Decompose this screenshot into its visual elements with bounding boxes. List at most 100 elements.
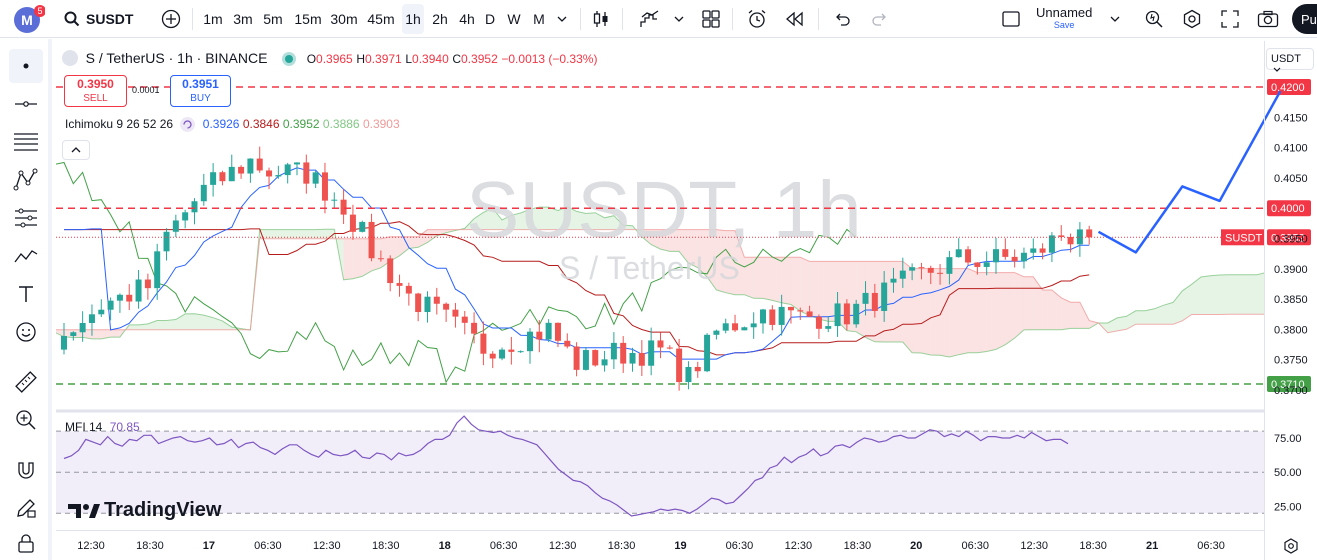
- fullscreen-button[interactable]: [1216, 4, 1244, 34]
- trend-line-tool[interactable]: [9, 87, 43, 121]
- fib-tool[interactable]: [9, 125, 43, 159]
- last-price-tag: 0.3952: [1271, 232, 1305, 244]
- quick-search-button[interactable]: [1140, 4, 1168, 34]
- ichimoku-cloud-segment: [343, 238, 353, 280]
- indicators-dropdown[interactable]: [670, 4, 688, 34]
- timeframe-5m[interactable]: 5m: [263, 11, 283, 27]
- candle-body: [499, 349, 506, 359]
- replay-button[interactable]: [780, 4, 810, 34]
- pattern-tool[interactable]: [9, 163, 43, 197]
- timeframe-W[interactable]: W: [507, 11, 521, 27]
- axis-settings-button[interactable]: [1282, 537, 1300, 555]
- buy-button[interactable]: 0.3951 BUY: [170, 75, 231, 107]
- candle-body: [601, 359, 608, 366]
- timeframe-3m[interactable]: 3m: [233, 11, 253, 27]
- timeframe-30m[interactable]: 30m: [330, 11, 358, 27]
- text-tool[interactable]: [9, 277, 43, 311]
- ichimoku-cloud-segment: [1219, 274, 1229, 315]
- icons-tool[interactable]: [9, 315, 43, 349]
- ichimoku-cloud-segment: [129, 324, 139, 330]
- ichimoku-cloud-segment: [912, 268, 922, 353]
- alert-button[interactable]: [742, 4, 772, 34]
- ichimoku-cloud-segment: [390, 236, 400, 262]
- plus-circle-icon: [161, 9, 181, 29]
- ichimoku-cloud-segment: [1182, 284, 1192, 321]
- symbol-logo: [62, 50, 78, 66]
- mfi-legend[interactable]: MFI 14 70.85: [65, 420, 140, 434]
- currency-select[interactable]: USDT: [1266, 48, 1314, 72]
- indicators-button[interactable]: [636, 4, 664, 34]
- ichimoku-cloud-segment: [157, 320, 167, 330]
- low-label: L: [405, 52, 413, 66]
- timeframe-dropdown[interactable]: [552, 4, 572, 34]
- symbol-search-button[interactable]: SUSDT: [60, 4, 144, 34]
- prediction-tool[interactable]: [9, 201, 43, 235]
- candle-body: [461, 316, 468, 323]
- candle-body: [424, 296, 431, 313]
- candle-body: [1030, 248, 1037, 253]
- parallel-lines-icon: [14, 133, 38, 151]
- candle-body: [769, 309, 776, 325]
- candle-body: [899, 270, 906, 279]
- symbol-legend[interactable]: S / TetherUS · 1h · BINANCE O0.3965 H0.3…: [62, 50, 597, 66]
- time-tick-label: 06:30: [1197, 540, 1225, 552]
- timeframe-1h[interactable]: 1h: [402, 4, 424, 34]
- chart-canvas[interactable]: SUSDT, 1h S / TetherUS 0.4200 0.4000 0.371…: [56, 41, 1317, 560]
- candles-chart-type-button[interactable]: [588, 4, 614, 34]
- redo-button[interactable]: [866, 4, 894, 34]
- snapshot-button[interactable]: [1254, 4, 1282, 34]
- ichimoku-cloud-segment: [1051, 289, 1062, 330]
- layout-save-button[interactable]: Unnamed Save: [1000, 4, 1124, 34]
- settings-button[interactable]: [1178, 4, 1206, 34]
- high-value: 0.3971: [365, 52, 402, 66]
- time-tick-label: 18:30: [844, 540, 872, 552]
- timeframe-4h[interactable]: 4h: [459, 11, 475, 27]
- timeframe-M[interactable]: M: [533, 11, 545, 27]
- zoom-tool[interactable]: [9, 403, 43, 437]
- top-toolbar: M 5 SUSDT 1m 3m 5m 15m 30m 45m 1h 2h 4h D W M: [0, 0, 1317, 38]
- market-status-dot: [285, 55, 294, 63]
- timeframe-2h[interactable]: 2h: [432, 11, 448, 27]
- gear-icon: [1284, 538, 1298, 554]
- candle-body: [955, 249, 962, 258]
- timeframe-45m[interactable]: 45m: [367, 11, 395, 27]
- ichimoku-cloud-segment: [1247, 274, 1257, 315]
- brush-tool[interactable]: [9, 239, 43, 273]
- compare-symbol-button[interactable]: [156, 4, 186, 34]
- candle-body: [1067, 236, 1074, 245]
- time-tick-label: 18: [439, 540, 451, 552]
- magnet-tool[interactable]: [9, 453, 43, 487]
- timeframe-1m[interactable]: 1m: [203, 11, 223, 27]
- ichimoku-cloud-segment: [101, 329, 111, 339]
- candle-body: [918, 267, 925, 269]
- candle-body: [610, 342, 617, 360]
- candle-body: [247, 158, 254, 174]
- timeframe-D[interactable]: D: [484, 11, 496, 27]
- publish-button[interactable]: Pu: [1292, 4, 1317, 34]
- drawing-mode-tool[interactable]: [9, 491, 43, 525]
- candle-body: [815, 316, 822, 329]
- timeframe-15m[interactable]: 15m: [294, 11, 322, 27]
- sell-button[interactable]: 0.3950 SELL: [64, 75, 127, 107]
- chart-area[interactable]: SUSDT, 1h S / TetherUS 0.4200 0.4000 0.371…: [56, 41, 1317, 560]
- high-label: H: [356, 52, 366, 66]
- ichimoku-cloud-segment: [1276, 270, 1285, 315]
- ichimoku-legend[interactable]: Ichimoku 9 26 52 26 0.3926 0.3846 0.3952…: [65, 117, 400, 132]
- collapse-legend-button[interactable]: [62, 140, 90, 160]
- spread-value: 0.0001: [132, 85, 160, 95]
- close-value: 0.3952: [461, 52, 498, 66]
- layouts-button[interactable]: [697, 4, 725, 34]
- ichimoku-cloud-segment: [511, 213, 521, 230]
- ichimoku-cloud-segment: [763, 257, 773, 301]
- ichimoku-cloud-segment: [166, 319, 176, 330]
- ichimoku-cloud-segment: [1023, 276, 1034, 330]
- lock-drawings-tool[interactable]: [9, 529, 43, 557]
- cursor-tool[interactable]: [9, 49, 43, 83]
- undo-button[interactable]: [828, 4, 856, 34]
- measure-tool[interactable]: [9, 365, 43, 399]
- legend-title: S / TetherUS · 1h · BINANCE: [85, 50, 268, 66]
- user-menu-button[interactable]: M 5: [10, 4, 46, 34]
- candle-body: [1058, 235, 1065, 237]
- ichimoku-cloud-segment: [940, 268, 950, 358]
